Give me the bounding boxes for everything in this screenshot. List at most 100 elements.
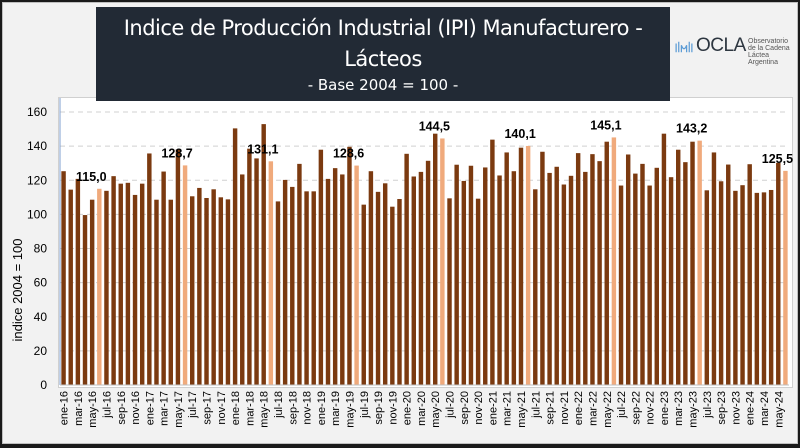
bar <box>104 190 109 385</box>
y-tick-label: 0 <box>40 378 47 392</box>
x-tick-label: mar-16 <box>73 391 85 426</box>
x-tick-label: ene-24 <box>745 391 757 425</box>
bar-highlighted <box>697 140 702 385</box>
bar <box>690 141 695 385</box>
x-tick-label: jul-20 <box>445 391 457 419</box>
y-axis-label: indice 2004 = 100 <box>10 238 25 341</box>
bar-highlighted <box>783 170 788 385</box>
bar <box>161 171 166 385</box>
bar <box>711 152 717 385</box>
bar <box>561 184 567 385</box>
x-tick-label: ene-20 <box>402 391 414 425</box>
bar <box>347 146 352 385</box>
logo-line-1: Observatorio <box>748 38 789 45</box>
bar-highlighted <box>97 188 102 385</box>
x-tick-label: sep-18 <box>287 391 299 425</box>
bar <box>640 163 645 385</box>
x-tick-label: ene-21 <box>487 391 499 425</box>
bar <box>118 183 123 385</box>
bar <box>297 163 302 385</box>
bar <box>318 149 324 385</box>
bar-highlighted <box>268 161 274 385</box>
bar <box>490 139 495 385</box>
bar <box>540 151 545 385</box>
bar <box>726 164 731 385</box>
bar <box>225 199 231 385</box>
x-tick-label: nov-21 <box>559 391 571 425</box>
x-tick-label: sep-21 <box>545 391 557 425</box>
bar <box>404 153 409 385</box>
bar <box>483 167 488 385</box>
y-tick-label: 160 <box>27 105 47 119</box>
bar <box>68 189 73 385</box>
y-tick-label: 80 <box>34 242 48 256</box>
bar <box>290 186 295 385</box>
bar <box>604 141 609 385</box>
bars <box>61 124 788 385</box>
bar <box>504 152 509 385</box>
bar <box>75 178 81 385</box>
data-label: 145,1 <box>590 118 621 132</box>
bar <box>511 171 517 385</box>
x-tick-label: mar-22 <box>587 391 599 426</box>
chart-subtitle: - Base 2004 = 100 - <box>307 76 459 94</box>
bar <box>468 165 474 385</box>
bar <box>311 191 316 385</box>
bar <box>139 183 145 385</box>
y-tick-label: 60 <box>34 276 48 290</box>
bar <box>461 180 467 385</box>
bar <box>325 178 331 385</box>
x-tick-label: sep-17 <box>202 391 214 425</box>
bar <box>304 191 309 385</box>
x-tick-label: ene-17 <box>144 391 156 425</box>
bar <box>375 191 381 385</box>
bar <box>175 149 181 385</box>
bar <box>211 189 216 385</box>
y-tick-label: 100 <box>27 207 47 221</box>
x-tick-label: mar-20 <box>416 391 428 426</box>
bar <box>533 189 538 385</box>
logo-line-2: de la Cadena Láctea <box>748 45 790 59</box>
x-tick-label: ene-19 <box>316 391 328 425</box>
bar <box>232 128 238 385</box>
data-label: 140,1 <box>504 127 535 141</box>
bar <box>776 162 781 385</box>
wave-bars-icon <box>675 41 693 53</box>
bar <box>247 148 252 385</box>
x-tick-label: sep-20 <box>459 391 471 425</box>
gridlines <box>60 111 789 352</box>
bar <box>733 190 738 385</box>
x-tick-label: nov-22 <box>645 391 657 425</box>
x-tick-label: mar-23 <box>673 391 685 426</box>
ocla-logo: OCLA Observatorio de la Cadena Láctea Ar… <box>672 35 798 66</box>
bar <box>125 182 131 385</box>
x-tick-label: mar-21 <box>502 391 514 426</box>
bar <box>475 198 481 385</box>
bar <box>761 192 767 385</box>
bar <box>575 153 581 385</box>
bar <box>647 185 652 385</box>
bar <box>447 198 452 385</box>
chart-title-line-1: Indice de Producción Industrial (IPI) Ma… <box>123 16 643 40</box>
y-tick-label: 40 <box>34 310 48 324</box>
bar <box>668 177 674 385</box>
bar <box>683 162 688 385</box>
x-tick-label: nov-16 <box>130 391 142 425</box>
bar <box>368 171 374 385</box>
bar-highlighted <box>354 165 359 385</box>
bar <box>168 199 173 385</box>
bar <box>597 161 602 385</box>
bar <box>275 201 281 385</box>
x-tick-label: mar-24 <box>759 391 771 426</box>
x-tick-label: jul-16 <box>101 391 113 419</box>
data-label: 131,1 <box>247 142 278 156</box>
logo-line-3: Argentina <box>748 59 778 66</box>
data-label: 128,7 <box>161 146 192 160</box>
x-tick-label: jul-23 <box>702 391 714 419</box>
bar <box>590 154 595 385</box>
x-tick-label: ene-16 <box>59 391 71 425</box>
x-tick-label: jul-17 <box>187 391 199 419</box>
bar <box>618 185 624 385</box>
data-label: 128,6 <box>333 147 364 161</box>
